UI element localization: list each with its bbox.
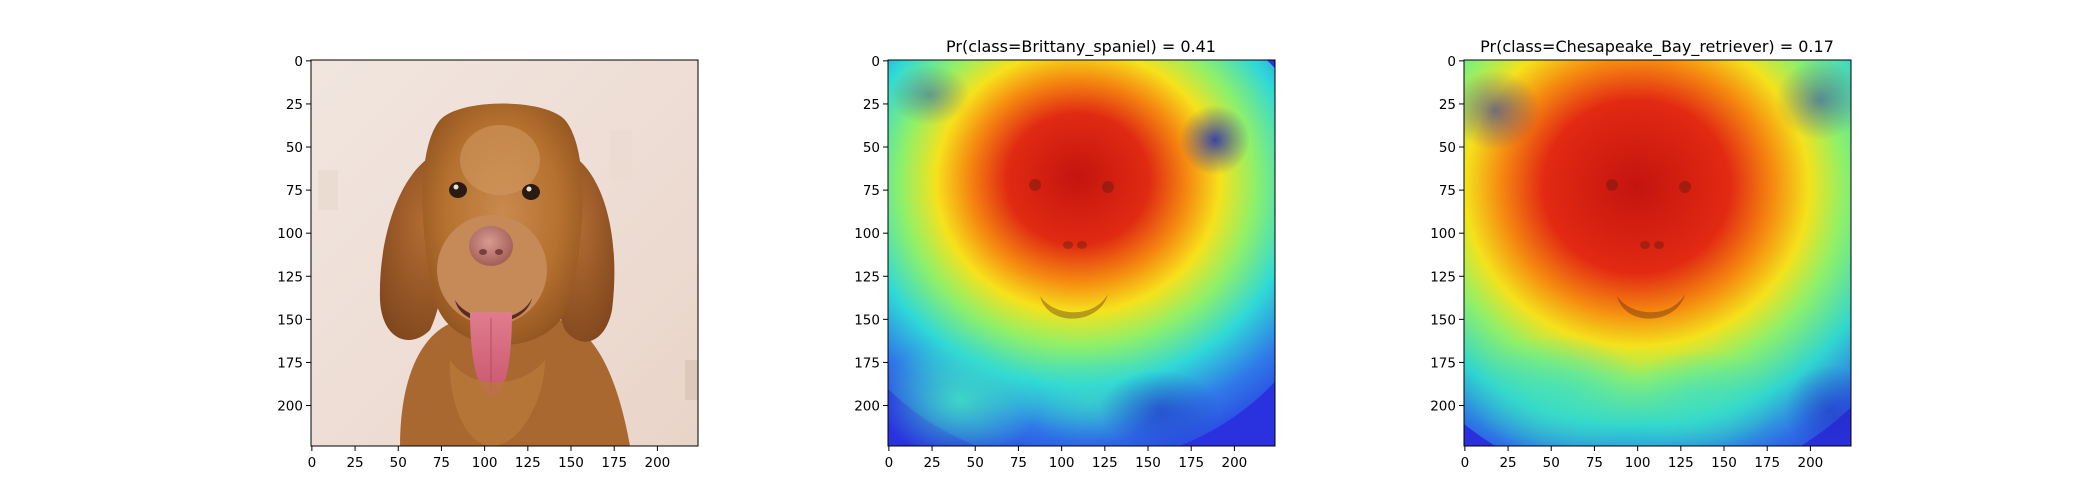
class-activation-heatmap (1464, 60, 1851, 446)
x-tick-label: 175 (601, 455, 627, 471)
axes-frame-original (310, 59, 699, 447)
x-tick-label: 175 (1754, 455, 1780, 471)
x-tick-label: 100 (472, 455, 498, 471)
yaxis-original: 0 25 50 75 100 125 150 175 200 (277, 54, 311, 415)
x-tick-label: 200 (645, 455, 671, 471)
xaxis-chesapeake: 0 25 50 75 100 125 150 175 200 (1461, 446, 1824, 471)
y-tick-label: 200 (854, 399, 880, 415)
y-tick-label: 50 (286, 140, 303, 156)
class-activation-heatmap (888, 60, 1275, 446)
axes-frame-chesapeake (1463, 59, 1852, 447)
x-tick-label: 100 (1625, 455, 1651, 471)
y-tick-label: 0 (294, 54, 303, 70)
y-tick-label: 125 (1430, 269, 1456, 285)
y-tick-label: 0 (1447, 54, 1456, 70)
y-tick-label: 200 (277, 399, 303, 415)
x-tick-label: 200 (1798, 455, 1824, 471)
x-tick-label: 125 (1092, 455, 1118, 471)
x-tick-label: 175 (1178, 455, 1204, 471)
xaxis-original: 0 25 50 75 100 125 150 175 200 (308, 446, 671, 471)
x-tick-label: 125 (1668, 455, 1694, 471)
y-tick-label: 50 (1439, 140, 1456, 156)
x-tick-label: 100 (1049, 455, 1075, 471)
y-tick-label: 150 (854, 312, 880, 328)
x-tick-label: 25 (346, 455, 363, 471)
x-tick-label: 0 (308, 455, 317, 471)
axes-frame-brittany (887, 59, 1276, 447)
panel-title-chesapeake: Pr(class=Chesapeake_Bay_retriever) = 0.1… (1480, 37, 1834, 57)
y-tick-label: 75 (286, 183, 303, 199)
dog-photo (311, 60, 698, 446)
y-tick-label: 25 (1439, 97, 1456, 113)
x-tick-label: 0 (1461, 455, 1470, 471)
y-tick-label: 175 (854, 355, 880, 371)
y-tick-label: 200 (1430, 399, 1456, 415)
x-tick-label: 0 (885, 455, 894, 471)
y-tick-label: 100 (1430, 226, 1456, 242)
x-tick-label: 125 (515, 455, 541, 471)
panel-cam-brittany: Pr(class=Brittany_spaniel) = 0.41 0 25 50 7… (854, 37, 1276, 471)
y-tick-label: 25 (286, 97, 303, 113)
x-tick-label: 50 (390, 455, 407, 471)
panel-original: 0 25 50 75 100 125 150 175 200 0 25 50 75 100 125 150 1… (277, 54, 699, 471)
yaxis-chesapeake: 0 25 50 75 100 125 150 175 200 (1430, 54, 1464, 415)
y-tick-label: 75 (1439, 183, 1456, 199)
x-tick-label: 25 (1499, 455, 1516, 471)
y-tick-label: 100 (854, 226, 880, 242)
panel-cam-chesapeake: Pr(class=Chesapeake_Bay_retriever) = 0.1… (1430, 37, 1852, 471)
x-tick-label: 50 (1543, 455, 1560, 471)
y-tick-label: 50 (863, 140, 880, 156)
y-tick-label: 175 (277, 355, 303, 371)
x-tick-label: 150 (558, 455, 584, 471)
x-tick-label: 150 (1135, 455, 1161, 471)
y-tick-label: 125 (277, 269, 303, 285)
x-tick-label: 75 (1010, 455, 1027, 471)
x-tick-label: 200 (1222, 455, 1248, 471)
y-tick-label: 100 (277, 226, 303, 242)
y-tick-label: 150 (277, 312, 303, 328)
y-tick-label: 75 (863, 183, 880, 199)
x-tick-label: 75 (1586, 455, 1603, 471)
y-tick-label: 0 (871, 54, 880, 70)
y-tick-label: 125 (854, 269, 880, 285)
xaxis-brittany: 0 25 50 75 100 125 150 175 200 (885, 446, 1248, 471)
x-tick-label: 150 (1711, 455, 1737, 471)
y-tick-label: 25 (863, 97, 880, 113)
x-tick-label: 25 (923, 455, 940, 471)
x-tick-label: 75 (433, 455, 450, 471)
yaxis-brittany: 0 25 50 75 100 125 150 175 200 (854, 54, 888, 415)
y-tick-label: 175 (1430, 355, 1456, 371)
y-tick-label: 150 (1430, 312, 1456, 328)
panel-title-brittany: Pr(class=Brittany_spaniel) = 0.41 (946, 37, 1216, 57)
x-tick-label: 50 (967, 455, 984, 471)
